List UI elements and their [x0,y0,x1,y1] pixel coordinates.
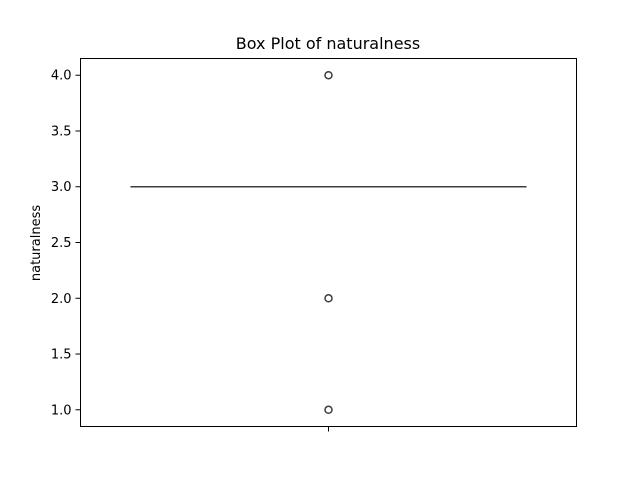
y-tick-label: 1.0 [51,403,72,418]
chart-title: Box Plot of naturalness [236,34,420,53]
y-tick-label: 3.5 [51,124,72,139]
y-tick-label: 2.0 [51,292,72,307]
y-axis-label: naturalness [29,205,44,281]
outlier-point [324,70,333,80]
y-axis: 1.0 1.5 2.0 2.5 3.0 3.5 4.0 [51,69,81,418]
y-tick-label: 1.5 [51,348,72,363]
y-tick-label: 2.5 [51,236,72,251]
outlier-point [324,405,333,415]
plot-frame [80,58,577,427]
y-tick-label: 3.0 [51,180,72,195]
y-tick-label: 4.0 [51,69,72,84]
outlier-point [324,294,333,303]
plot-area [130,70,527,415]
